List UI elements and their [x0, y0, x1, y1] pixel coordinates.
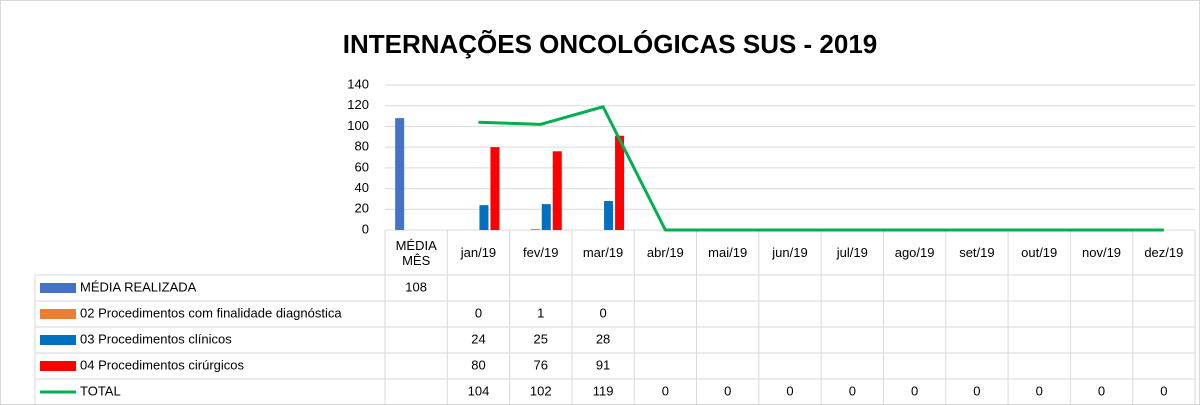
x-tick-label: mar/19 [582, 245, 624, 260]
bar [530, 228, 540, 230]
x-tick-label: out/19 [1021, 245, 1058, 260]
x-tick-label: jan/19 [460, 245, 497, 260]
bar [604, 201, 614, 230]
x-tick-label: nov/19 [1082, 245, 1122, 260]
table-value: 119 [593, 383, 614, 398]
y-tick-label: 100 [347, 118, 369, 133]
y-tick-label: 140 [347, 76, 369, 91]
x-tick-label: set/19 [959, 245, 995, 260]
table-value: 25 [534, 331, 548, 346]
table-value: 0 [786, 383, 793, 398]
table-value: 28 [596, 331, 610, 346]
table-value: 0 [849, 383, 856, 398]
legend-label: 02 Procedimentos com finalidade diagnóst… [80, 305, 342, 320]
bar [552, 151, 562, 230]
legend-key [40, 309, 76, 319]
table-value: 0 [973, 383, 980, 398]
table-value: 108 [405, 279, 427, 294]
x-tick-label: mai/19 [708, 245, 748, 260]
x-tick-label: abr/19 [646, 245, 684, 260]
y-tick-label: 60 [355, 159, 369, 174]
table-value: 1 [537, 305, 544, 320]
table-value: 0 [599, 305, 606, 320]
table-value: 0 [1098, 383, 1105, 398]
table-value: 24 [471, 331, 485, 346]
table-value: 80 [471, 357, 485, 372]
x-tick-label: jul/19 [836, 245, 868, 260]
table-value: 0 [1160, 383, 1167, 398]
legend-label: MÉDIA REALIZADA [80, 279, 197, 294]
x-tick-label: fev/19 [523, 245, 559, 260]
legend-label: 03 Procedimentos clínicos [80, 331, 232, 346]
line [478, 105, 1164, 232]
y-tick-label: 0 [362, 221, 369, 236]
bar [490, 147, 500, 230]
bar [615, 135, 625, 230]
chart-title: INTERNAÇÕES ONCOLÓGICAS SUS - 2019 [343, 29, 878, 59]
bar [395, 118, 405, 230]
y-tick-label: 80 [355, 139, 369, 154]
y-tick-label: 40 [355, 180, 369, 195]
y-tick-label: 20 [355, 201, 369, 216]
y-tick-label: 120 [347, 97, 369, 112]
table-value: 0 [724, 383, 731, 398]
x-tick-label: dez/19 [1144, 245, 1184, 260]
legend-key [40, 335, 76, 345]
table-value: 76 [534, 357, 548, 372]
table-value: 104 [468, 383, 490, 398]
legend-key [40, 361, 76, 371]
table-value: 0 [911, 383, 918, 398]
table-value: 0 [475, 305, 482, 320]
bar [479, 205, 489, 230]
x-tick-label: jun/19 [772, 245, 808, 260]
table-value: 0 [662, 383, 669, 398]
table-value: 102 [530, 383, 552, 398]
legend-key [40, 283, 76, 293]
legend-label: TOTAL [80, 383, 121, 398]
table-value: 0 [1036, 383, 1043, 398]
table-value: 91 [596, 357, 610, 372]
legend-label: 04 Procedimentos cirúrgicos [80, 357, 245, 372]
x-tick-label: ago/19 [894, 245, 935, 260]
x-tick-label: MÉDIA MÊS [395, 237, 437, 268]
bar [541, 204, 551, 230]
